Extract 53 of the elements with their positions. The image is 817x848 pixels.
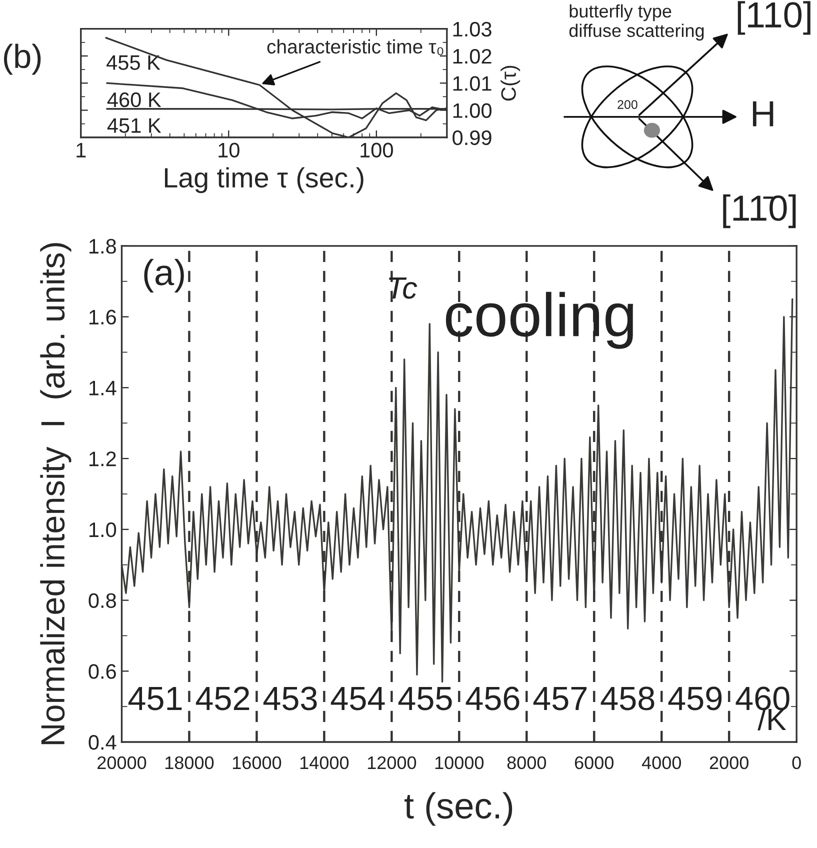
text: butterfly type diffuse scattering xyxy=(569,4,704,41)
text: [110] xyxy=(738,1,810,35)
x-tick-label: 0 xyxy=(792,756,801,770)
text: [11̄0] xyxy=(723,194,796,228)
x-tick-label: 2000 xyxy=(710,756,748,770)
y-tick-label: 1.2 xyxy=(90,452,116,466)
y-axis-title: C(τ) xyxy=(500,66,520,101)
x-tick-label: 14000 xyxy=(300,756,349,770)
x-tick-label: 100 xyxy=(360,142,393,158)
y-tick-label: 1.0 xyxy=(90,522,116,538)
x-tick-label: 20000 xyxy=(98,756,146,770)
series-label: 455 K xyxy=(106,55,160,70)
legend-label: 451 K xyxy=(107,118,162,133)
x-tick-label: 4000 xyxy=(642,756,681,770)
annotation: 458 xyxy=(600,686,654,710)
x-tick-label: 12000 xyxy=(368,756,416,770)
text: 200 xyxy=(618,100,638,109)
annotation: 451 xyxy=(128,687,182,710)
y-axis-title: Normalized intensity I (arb. units) xyxy=(40,243,72,744)
y-tick-label: 1.01 xyxy=(453,76,492,91)
y-tick-label: 0.8 xyxy=(88,593,116,608)
y-tick-label: 0.4 xyxy=(88,735,116,750)
annotation: characteristic time τ₀ xyxy=(267,39,444,56)
y-tick-label: 1.00 xyxy=(453,103,492,118)
annotation: 457 xyxy=(533,687,587,710)
x-axis-title: Lag time τ (sec.) xyxy=(164,167,364,194)
annotation: 455 xyxy=(398,687,452,710)
y-tick-label: 1.8 xyxy=(90,238,116,254)
y-tick-label: 1.03 xyxy=(453,22,492,37)
text: H xyxy=(752,101,774,126)
y-tick-label: 1.02 xyxy=(453,48,492,64)
annotation: cooling xyxy=(446,292,634,349)
x-tick-label: 8000 xyxy=(507,756,546,770)
x-tick-label: 16000 xyxy=(232,756,282,770)
y-tick-label: 1.6 xyxy=(90,310,116,325)
y-tick-label: 0.6 xyxy=(88,664,116,679)
x-axis-title: t (sec.) xyxy=(404,792,512,826)
annotation: 459 xyxy=(668,686,722,710)
x-tick-label: 18000 xyxy=(165,756,214,770)
y-tick-label: 0.99 xyxy=(452,130,492,146)
annotation: 453 xyxy=(263,686,317,710)
annotation: 452 xyxy=(196,686,250,710)
x-tick-label: 10 xyxy=(218,142,240,158)
series-label: 460 K xyxy=(107,92,162,108)
x-tick-label: 1 xyxy=(76,143,86,158)
annotation: Tc xyxy=(388,277,418,299)
annotation: 456 xyxy=(466,686,520,710)
x-tick-label: 10000 xyxy=(435,756,484,770)
x-tick-label: 6000 xyxy=(574,756,614,770)
annotation: (a) xyxy=(144,258,184,292)
y-tick-label: 1.4 xyxy=(90,380,116,396)
text: (b) xyxy=(4,44,41,75)
annotation: 454 xyxy=(330,687,385,710)
